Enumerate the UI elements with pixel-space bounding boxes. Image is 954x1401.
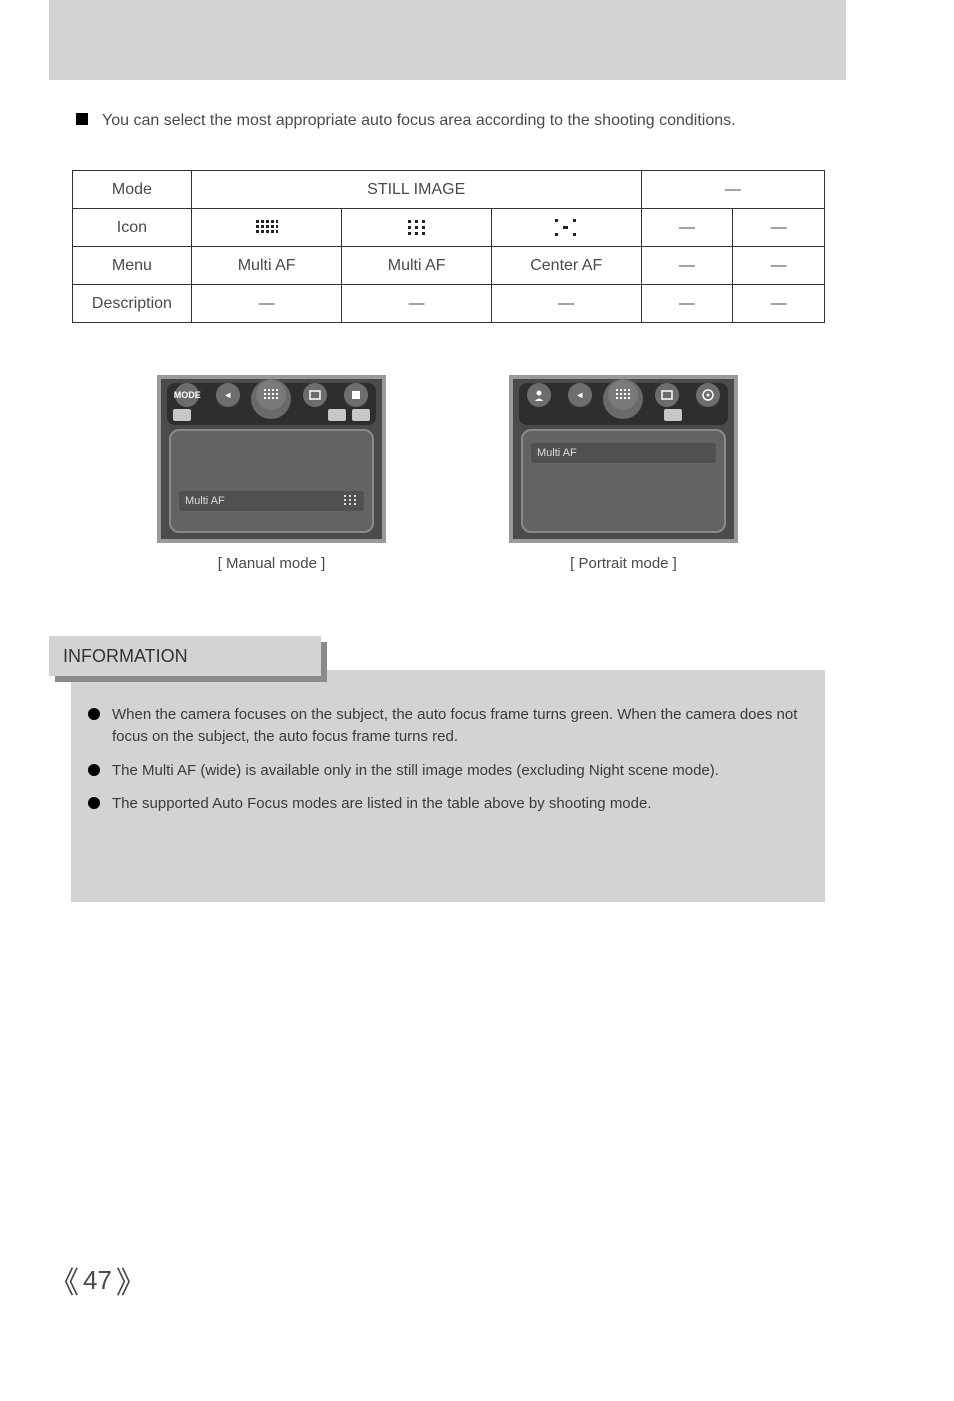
- table-header-still-image: STILL IMAGE: [191, 171, 641, 209]
- table-cell: —: [641, 285, 733, 323]
- table-cell: Multi AF: [191, 247, 342, 285]
- page-header-bar: [49, 0, 846, 80]
- menu-row-multi-af: Multi AF: [179, 491, 364, 511]
- sound-icon: ◄: [216, 383, 240, 407]
- table-cell: —: [191, 285, 342, 323]
- grid-icon: [256, 380, 286, 410]
- table-cell: —: [641, 209, 733, 247]
- list-item: The supported Auto Focus modes are liste…: [88, 793, 808, 815]
- caption-manual-mode: [ Manual mode ]: [157, 555, 386, 572]
- menu-row-multi-af: Multi AF: [531, 443, 716, 463]
- sub-icon: [664, 409, 682, 421]
- sub-icon: [352, 409, 370, 421]
- icon-glyph: ◄: [223, 390, 232, 400]
- information-tab-label: INFORMATION: [63, 646, 188, 667]
- camera-ui-portrait-mode: ◄ Multi AF: [509, 375, 738, 543]
- caption-portrait-mode: [ Portrait mode ]: [509, 555, 738, 572]
- table-cell: —: [733, 247, 825, 285]
- multi-af-dense-icon: [191, 209, 342, 247]
- table-cell: Center AF: [491, 247, 641, 285]
- table-header-mode: Mode: [73, 171, 192, 209]
- table-cell: —: [641, 247, 733, 285]
- section-intro: You can select the most appropriate auto…: [76, 110, 842, 132]
- table-cell: Multi AF: [342, 247, 492, 285]
- right-bracket-icon: 》: [116, 1258, 146, 1302]
- list-item: When the camera focuses on the subject, …: [88, 704, 808, 748]
- sub-icon: [328, 409, 346, 421]
- table-header-blank: —: [641, 171, 824, 209]
- information-tab: INFORMATION: [49, 636, 321, 676]
- intro-text: You can select the most appropriate auto…: [102, 110, 842, 132]
- menu-row-label: Multi AF: [179, 495, 344, 507]
- camera-ui-manual-mode: MODE ◄ Multi AF: [157, 375, 386, 543]
- mode-icon: MODE: [175, 383, 199, 407]
- stop-icon: [344, 383, 368, 407]
- camera-subrow: [173, 409, 370, 423]
- table-cell: —: [342, 285, 492, 323]
- list-item: The Multi AF (wide) is available only in…: [88, 760, 808, 782]
- portrait-icon: [527, 383, 551, 407]
- menu-row-label: Multi AF: [531, 447, 710, 459]
- camera-tab-icons: MODE ◄: [167, 383, 376, 407]
- mode-icon-label: MODE: [174, 390, 201, 400]
- left-bracket-icon: 《: [49, 1258, 79, 1302]
- table-cell: —: [733, 209, 825, 247]
- camera-tab-icons: ◄: [519, 383, 728, 407]
- table-cell: Icon: [73, 209, 192, 247]
- effect-icon: [696, 383, 720, 407]
- focus-mode-table: Mode STILL IMAGE — Icon —: [72, 170, 825, 323]
- bullet-square-icon: [76, 113, 88, 125]
- table-cell: —: [733, 285, 825, 323]
- page-number: 《 47 》: [49, 1258, 146, 1302]
- table-cell: Description: [73, 285, 192, 323]
- information-list: When the camera focuses on the subject, …: [88, 704, 808, 827]
- frame-icon: [303, 383, 327, 407]
- grid-icon: [608, 380, 638, 410]
- sound-icon: ◄: [568, 383, 592, 407]
- camera-menu-panel: Multi AF: [169, 429, 374, 533]
- page-number-value: 47: [83, 1265, 112, 1296]
- multi-af-sparse-icon: [342, 209, 492, 247]
- table-cell: Menu: [73, 247, 192, 285]
- table-cell: —: [491, 285, 641, 323]
- icon-glyph: ◄: [575, 390, 584, 400]
- frame-icon: [655, 383, 679, 407]
- sub-icon: [173, 409, 191, 421]
- camera-menu-panel: Multi AF: [521, 429, 726, 533]
- camera-subrow: [525, 409, 722, 423]
- center-af-icon: [491, 209, 641, 247]
- multi-af-value-icon: [344, 495, 358, 507]
